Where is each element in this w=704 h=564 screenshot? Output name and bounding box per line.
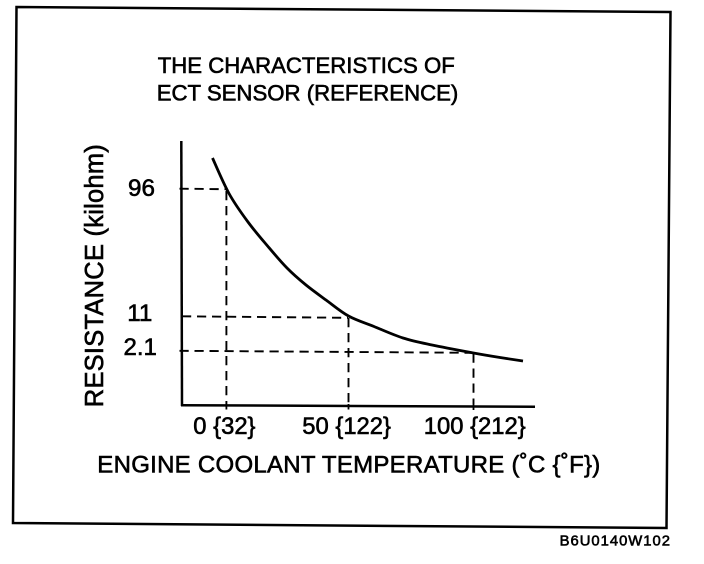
svg-text:100 {212}: 100 {212} [424,413,526,440]
svg-text:11: 11 [127,300,152,327]
svg-text:0 {32}: 0 {32} [193,413,255,440]
svg-text:THE CHARACTERISTICS OF: THE CHARACTERISTICS OF [158,53,455,78]
svg-text:RESISTANCE (kilohm): RESISTANCE (kilohm) [81,144,109,407]
svg-text:ENGINE COOLANT TEMPERATURE (˚C: ENGINE COOLANT TEMPERATURE (˚C {˚F}) [97,452,600,479]
svg-text:50 {122}: 50 {122} [302,413,391,440]
svg-text:B6U0140W102: B6U0140W102 [560,534,671,550]
svg-text:ECT SENSOR (REFERENCE): ECT SENSOR (REFERENCE) [157,80,459,105]
svg-text:2.1: 2.1 [124,334,157,361]
svg-text:96: 96 [128,175,155,202]
